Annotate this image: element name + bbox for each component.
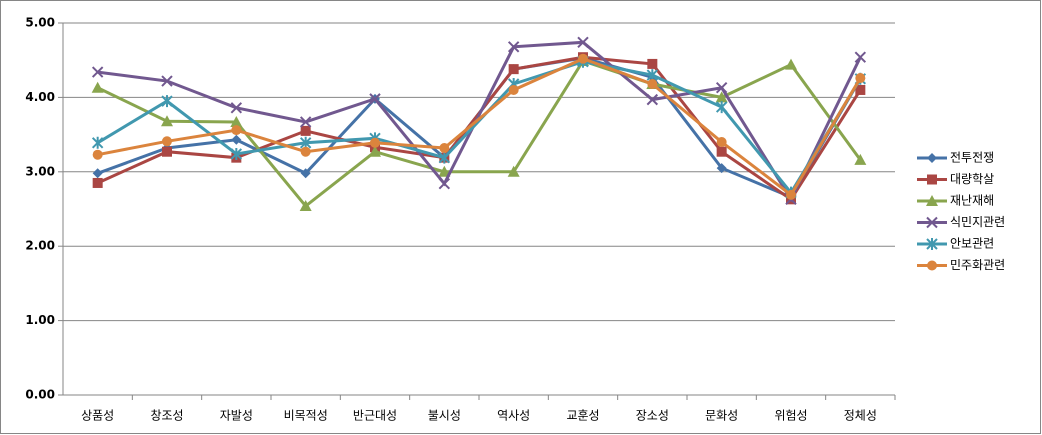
marker bbox=[161, 75, 173, 87]
marker bbox=[927, 174, 937, 185]
x-tick-label: 창조성 bbox=[150, 409, 183, 423]
series-line bbox=[97, 59, 862, 209]
marker bbox=[647, 58, 658, 69]
marker bbox=[578, 53, 588, 64]
series-line bbox=[97, 40, 862, 203]
y-tick-label: 4.00 bbox=[25, 90, 55, 104]
marker bbox=[715, 101, 728, 114]
y-tick-label: 2.00 bbox=[25, 239, 55, 253]
x-tick-label: 비목적성 bbox=[284, 409, 328, 423]
marker bbox=[300, 125, 311, 136]
legend-label: 식민지관련 bbox=[950, 215, 1005, 229]
marker bbox=[646, 93, 659, 106]
x-tick-label: 위험성 bbox=[774, 409, 807, 423]
marker bbox=[507, 165, 520, 177]
marker bbox=[370, 137, 380, 148]
legend-label: 민주화관련 bbox=[950, 258, 1005, 272]
marker bbox=[92, 177, 103, 188]
y-tick-label: 3.00 bbox=[25, 164, 55, 178]
marker bbox=[926, 238, 938, 250]
marker bbox=[300, 146, 311, 157]
x-tick-label: 역사성 bbox=[497, 409, 530, 423]
legend-label: 안보관련 bbox=[950, 237, 994, 251]
marker bbox=[715, 82, 728, 94]
marker bbox=[299, 200, 312, 212]
marker bbox=[299, 116, 312, 128]
marker bbox=[231, 134, 242, 145]
marker bbox=[715, 91, 728, 103]
marker bbox=[230, 115, 243, 127]
marker bbox=[438, 177, 451, 190]
marker bbox=[230, 147, 243, 160]
marker bbox=[439, 142, 450, 153]
marker bbox=[91, 136, 104, 149]
marker bbox=[926, 195, 938, 206]
x-tick-label: 반근대성 bbox=[353, 409, 397, 423]
series-line bbox=[97, 57, 862, 198]
marker bbox=[854, 51, 867, 63]
x-tick-label: 불시성 bbox=[428, 409, 461, 423]
x-tick-label: 상품성 bbox=[81, 409, 114, 423]
marker bbox=[716, 163, 727, 174]
marker bbox=[161, 115, 173, 127]
marker bbox=[927, 153, 937, 163]
marker bbox=[161, 95, 173, 108]
x-tick-label: 문화성 bbox=[705, 409, 738, 423]
marker bbox=[92, 168, 103, 179]
y-tick-label: 1.00 bbox=[25, 313, 55, 327]
marker bbox=[91, 66, 104, 78]
marker bbox=[231, 125, 242, 136]
marker bbox=[369, 93, 381, 105]
marker bbox=[786, 189, 796, 200]
marker bbox=[716, 137, 727, 148]
marker bbox=[438, 165, 451, 177]
marker bbox=[369, 145, 381, 157]
marker bbox=[508, 64, 519, 75]
marker bbox=[300, 168, 311, 179]
marker bbox=[507, 41, 520, 53]
marker bbox=[438, 151, 451, 164]
marker bbox=[577, 36, 589, 49]
marker bbox=[91, 81, 104, 93]
y-tick-label: 0.00 bbox=[25, 388, 55, 402]
marker bbox=[508, 84, 519, 95]
marker bbox=[92, 149, 103, 160]
marker bbox=[855, 73, 866, 84]
x-tick-label: 장소성 bbox=[636, 409, 669, 423]
legend-label: 재난재해 bbox=[950, 194, 994, 208]
marker bbox=[162, 136, 172, 147]
marker bbox=[647, 79, 658, 90]
marker bbox=[927, 260, 937, 271]
legend-label: 대량학살 bbox=[950, 172, 994, 186]
x-tick-label: 자발성 bbox=[220, 409, 253, 423]
marker bbox=[854, 153, 867, 165]
marker bbox=[716, 146, 727, 157]
marker bbox=[785, 58, 797, 70]
marker bbox=[926, 216, 938, 229]
marker bbox=[230, 102, 243, 114]
marker bbox=[162, 146, 172, 157]
x-tick-label: 정체성 bbox=[844, 409, 877, 423]
legend-label: 전투전쟁 bbox=[950, 151, 994, 165]
x-tick-label: 교훈성 bbox=[566, 409, 599, 423]
marker bbox=[855, 84, 866, 95]
y-tick-label: 5.00 bbox=[25, 16, 55, 30]
